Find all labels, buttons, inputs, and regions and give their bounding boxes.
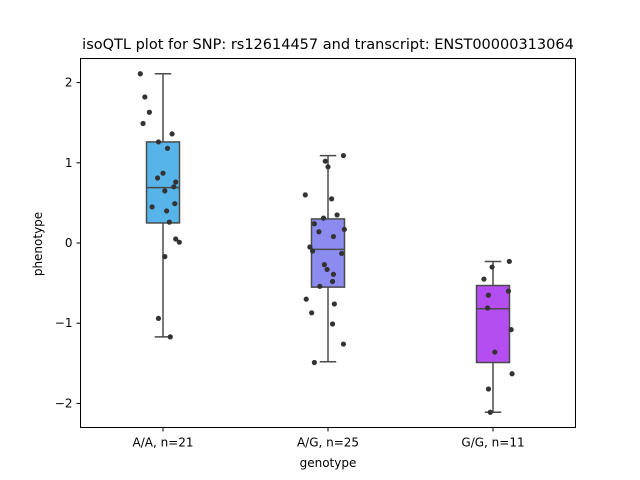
data-point	[167, 334, 173, 340]
data-point	[166, 219, 172, 225]
data-point	[303, 296, 309, 302]
data-point	[339, 250, 345, 257]
data-point	[485, 386, 492, 392]
data-point	[340, 152, 347, 159]
data-point	[137, 71, 143, 77]
data-point	[330, 271, 337, 277]
y-tick-label: −1	[55, 316, 73, 330]
data-point	[316, 229, 322, 235]
data-point	[142, 94, 148, 100]
data-point	[329, 278, 336, 285]
x-tick-label: A/A, n=21	[132, 436, 193, 450]
data-point	[492, 349, 498, 355]
data-point	[329, 196, 335, 202]
data-point	[160, 170, 166, 176]
data-point	[155, 139, 162, 145]
iqr-box	[475, 284, 511, 364]
chart-title: isoQTL plot for SNP: rs12614457 and tran…	[82, 37, 574, 53]
data-point	[176, 239, 182, 245]
box-group	[302, 152, 347, 366]
data-point	[169, 131, 175, 137]
data-point	[171, 184, 177, 190]
data-point	[505, 288, 512, 294]
y-tick-label: 1	[65, 156, 73, 170]
data-point	[487, 409, 493, 415]
data-point	[341, 226, 347, 232]
tick-layer: 2 1 0 −1 −2 A/A, n=21 A/G, n=25 G/G, n=11	[55, 76, 525, 450]
data-point	[485, 292, 492, 298]
x-axis-label: genotype	[300, 456, 357, 470]
data-point	[330, 233, 337, 240]
box-group	[137, 71, 182, 340]
y-axis-label: phenotype	[31, 212, 45, 276]
data-point	[173, 236, 179, 242]
x-tick-label: G/G, n=11	[461, 436, 524, 450]
data-point	[172, 201, 178, 207]
data-point	[146, 109, 152, 115]
y-tick-label: 2	[65, 76, 73, 90]
data-point	[164, 145, 171, 151]
data-point	[311, 359, 317, 366]
data-point	[173, 179, 179, 185]
data-point	[340, 341, 347, 347]
data-point	[162, 188, 168, 194]
data-point	[484, 305, 491, 311]
data-point	[321, 262, 327, 268]
data-point	[329, 321, 336, 327]
y-tick-label: 0	[65, 236, 73, 250]
data-point	[309, 248, 316, 254]
data-point	[325, 164, 331, 170]
data-point	[155, 315, 162, 322]
data-point	[481, 276, 487, 282]
data-point	[331, 301, 337, 307]
data-point	[322, 158, 328, 164]
y-tick-label: −2	[55, 396, 73, 410]
x-tick-label: A/G, n=25	[297, 436, 359, 450]
data-point	[508, 327, 514, 333]
data-point	[311, 221, 317, 227]
data-point	[164, 208, 170, 214]
data-point	[509, 371, 515, 377]
data-point	[506, 258, 512, 265]
data-point	[309, 310, 315, 316]
data-point	[162, 254, 168, 260]
data-point	[149, 204, 155, 210]
data-point	[302, 192, 308, 198]
data-point	[324, 266, 330, 273]
data-point	[317, 283, 323, 289]
data-point	[320, 215, 327, 221]
data-point	[489, 264, 495, 270]
data-point	[307, 244, 313, 250]
box-group	[475, 258, 515, 415]
data-point	[140, 120, 146, 127]
data-point	[334, 212, 340, 218]
data-point	[154, 175, 161, 181]
plot-area	[137, 71, 515, 415]
